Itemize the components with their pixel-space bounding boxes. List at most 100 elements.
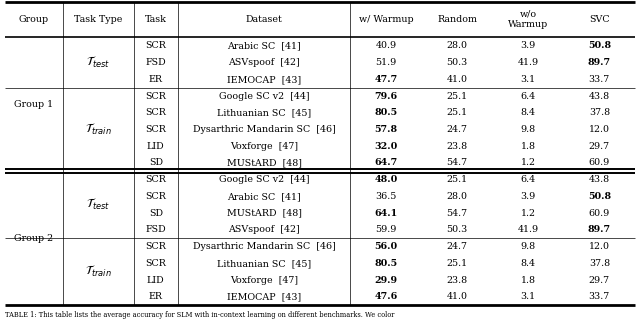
Text: 1.8: 1.8 bbox=[521, 276, 536, 284]
Text: FSD: FSD bbox=[145, 58, 166, 67]
Text: $\mathcal{T}_{train}$: $\mathcal{T}_{train}$ bbox=[85, 264, 111, 279]
Text: Task: Task bbox=[145, 15, 167, 24]
Text: IEMOCAP  [43]: IEMOCAP [43] bbox=[227, 75, 301, 84]
Text: 28.0: 28.0 bbox=[447, 41, 468, 50]
Text: TABLE 1: This table lists the average accuracy for SLM with in-context learning : TABLE 1: This table lists the average ac… bbox=[5, 311, 394, 319]
Text: 3.9: 3.9 bbox=[520, 41, 536, 50]
Text: $\mathcal{T}_{train}$: $\mathcal{T}_{train}$ bbox=[85, 122, 111, 137]
Text: 24.7: 24.7 bbox=[447, 242, 468, 251]
Text: 60.9: 60.9 bbox=[589, 158, 610, 168]
Text: 41.9: 41.9 bbox=[518, 58, 539, 67]
Text: 28.0: 28.0 bbox=[447, 192, 468, 201]
Text: 32.0: 32.0 bbox=[374, 142, 397, 151]
Text: 9.8: 9.8 bbox=[521, 125, 536, 134]
Text: 23.8: 23.8 bbox=[447, 276, 468, 284]
Text: Random: Random bbox=[437, 15, 477, 24]
Text: 57.8: 57.8 bbox=[374, 125, 397, 134]
Text: 54.7: 54.7 bbox=[447, 158, 468, 168]
Text: 50.3: 50.3 bbox=[447, 226, 468, 234]
Text: 37.8: 37.8 bbox=[589, 259, 610, 268]
Text: Task Type: Task Type bbox=[74, 15, 122, 24]
Text: 89.7: 89.7 bbox=[588, 58, 611, 67]
Text: FSD: FSD bbox=[145, 226, 166, 234]
Text: 64.7: 64.7 bbox=[374, 158, 397, 168]
Text: 25.1: 25.1 bbox=[447, 91, 468, 100]
Text: 47.7: 47.7 bbox=[374, 75, 397, 84]
Text: Google SC v2  [44]: Google SC v2 [44] bbox=[219, 91, 310, 100]
Text: SD: SD bbox=[148, 158, 163, 168]
Text: 56.0: 56.0 bbox=[374, 242, 397, 251]
Text: 33.7: 33.7 bbox=[589, 292, 610, 301]
Text: 25.1: 25.1 bbox=[447, 175, 468, 184]
Text: 1.2: 1.2 bbox=[521, 209, 536, 218]
Text: Group: Group bbox=[19, 15, 49, 24]
Text: Google SC v2  [44]: Google SC v2 [44] bbox=[219, 175, 310, 184]
Text: 41.0: 41.0 bbox=[447, 75, 468, 84]
Text: Voxforge  [47]: Voxforge [47] bbox=[230, 142, 298, 151]
Text: 43.8: 43.8 bbox=[589, 175, 610, 184]
Text: SCR: SCR bbox=[145, 242, 166, 251]
Text: 43.8: 43.8 bbox=[589, 91, 610, 100]
Text: w/o
Warmup: w/o Warmup bbox=[508, 10, 548, 29]
Text: 29.9: 29.9 bbox=[374, 276, 397, 284]
Text: Dysarthric Mandarin SC  [46]: Dysarthric Mandarin SC [46] bbox=[193, 125, 335, 134]
Text: 50.8: 50.8 bbox=[588, 41, 611, 50]
Text: 60.9: 60.9 bbox=[589, 209, 610, 218]
Text: 41.0: 41.0 bbox=[447, 292, 468, 301]
Text: SVC: SVC bbox=[589, 15, 610, 24]
Text: 3.9: 3.9 bbox=[520, 192, 536, 201]
Text: 29.7: 29.7 bbox=[589, 276, 610, 284]
Text: Dysarthric Mandarin SC  [46]: Dysarthric Mandarin SC [46] bbox=[193, 242, 335, 251]
Text: 6.4: 6.4 bbox=[521, 175, 536, 184]
Text: 6.4: 6.4 bbox=[521, 91, 536, 100]
Text: Lithuanian SC  [45]: Lithuanian SC [45] bbox=[217, 259, 311, 268]
Text: 64.1: 64.1 bbox=[374, 209, 397, 218]
Text: SCR: SCR bbox=[145, 192, 166, 201]
Text: 47.6: 47.6 bbox=[374, 292, 397, 301]
Text: SCR: SCR bbox=[145, 41, 166, 50]
Text: 40.9: 40.9 bbox=[376, 41, 397, 50]
Text: SCR: SCR bbox=[145, 125, 166, 134]
Text: 23.8: 23.8 bbox=[447, 142, 468, 151]
Text: ER: ER bbox=[148, 75, 163, 84]
Text: MUStARD  [48]: MUStARD [48] bbox=[227, 209, 301, 218]
Text: LID: LID bbox=[147, 276, 164, 284]
Text: 1.8: 1.8 bbox=[521, 142, 536, 151]
Text: SCR: SCR bbox=[145, 175, 166, 184]
Text: 80.5: 80.5 bbox=[374, 108, 397, 117]
Text: 79.6: 79.6 bbox=[374, 91, 397, 100]
Text: w/ Warmup: w/ Warmup bbox=[358, 15, 413, 24]
Text: ASVspoof  [42]: ASVspoof [42] bbox=[228, 226, 300, 234]
Text: SCR: SCR bbox=[145, 91, 166, 100]
Text: 50.8: 50.8 bbox=[588, 192, 611, 201]
Text: 36.5: 36.5 bbox=[375, 192, 397, 201]
Text: MUStARD  [48]: MUStARD [48] bbox=[227, 158, 301, 168]
Text: 37.8: 37.8 bbox=[589, 108, 610, 117]
Text: LID: LID bbox=[147, 142, 164, 151]
Text: 25.1: 25.1 bbox=[447, 108, 468, 117]
Text: 3.1: 3.1 bbox=[521, 75, 536, 84]
Text: $\mathcal{T}_{test}$: $\mathcal{T}_{test}$ bbox=[86, 55, 110, 70]
Text: IEMOCAP  [43]: IEMOCAP [43] bbox=[227, 292, 301, 301]
Text: 12.0: 12.0 bbox=[589, 125, 610, 134]
Text: Group 1: Group 1 bbox=[14, 100, 54, 109]
Text: Arabic SC  [41]: Arabic SC [41] bbox=[227, 192, 301, 201]
Text: Arabic SC  [41]: Arabic SC [41] bbox=[227, 41, 301, 50]
Text: Voxforge  [47]: Voxforge [47] bbox=[230, 276, 298, 284]
Text: 24.7: 24.7 bbox=[447, 125, 468, 134]
Text: 29.7: 29.7 bbox=[589, 142, 610, 151]
Text: $\mathcal{T}_{test}$: $\mathcal{T}_{test}$ bbox=[86, 197, 110, 212]
Text: SCR: SCR bbox=[145, 108, 166, 117]
Text: 89.7: 89.7 bbox=[588, 226, 611, 234]
Text: SD: SD bbox=[148, 209, 163, 218]
Text: 3.1: 3.1 bbox=[521, 292, 536, 301]
Text: 8.4: 8.4 bbox=[521, 259, 536, 268]
Text: 12.0: 12.0 bbox=[589, 242, 610, 251]
Text: 1.2: 1.2 bbox=[521, 158, 536, 168]
Text: 41.9: 41.9 bbox=[518, 226, 539, 234]
Text: SCR: SCR bbox=[145, 259, 166, 268]
Text: 51.9: 51.9 bbox=[376, 58, 397, 67]
Text: ASVspoof  [42]: ASVspoof [42] bbox=[228, 58, 300, 67]
Text: Group 2: Group 2 bbox=[14, 234, 54, 243]
Text: 80.5: 80.5 bbox=[374, 259, 397, 268]
